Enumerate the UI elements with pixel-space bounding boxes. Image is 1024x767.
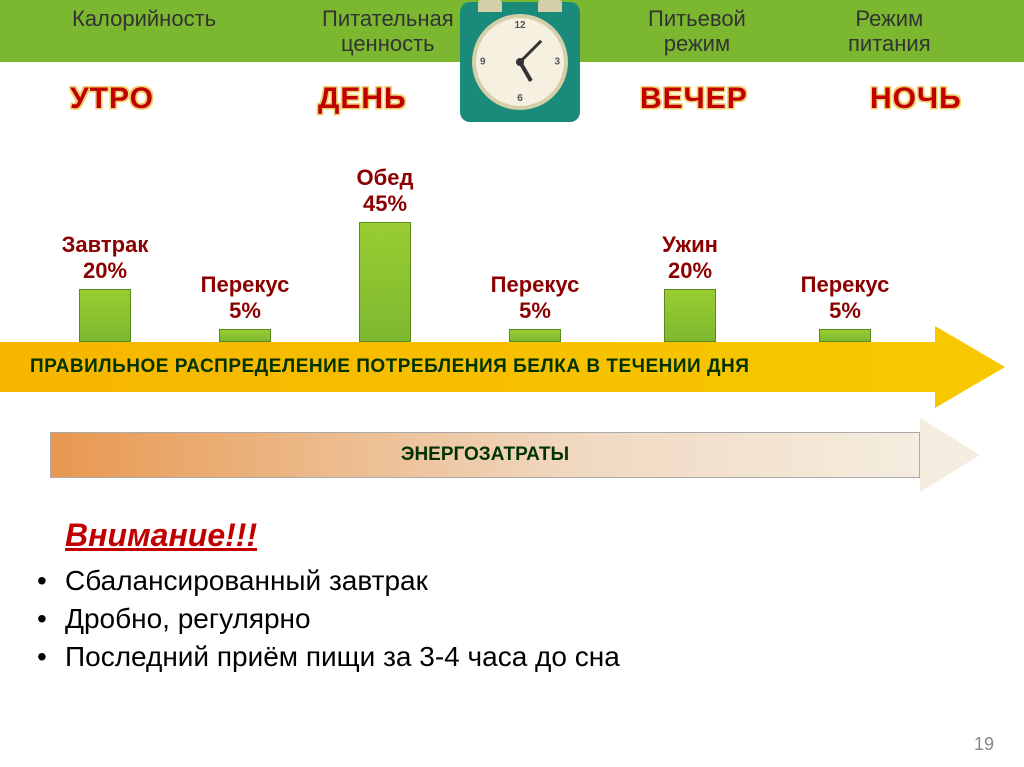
alarm-clock-icon: 12 6 9 3 xyxy=(460,2,580,122)
header-item: Режимпитания xyxy=(848,6,931,57)
header-item: Питательнаяценность xyxy=(322,6,454,57)
meal-label: Перекус5% xyxy=(480,272,590,323)
arrow1-text: ПРАВИЛЬНОЕ РАСПРЕДЕЛЕНИЕ ПОТРЕБЛЕНИЯ БЕЛ… xyxy=(30,356,749,378)
meal-label: Перекус5% xyxy=(790,272,900,323)
meal-bar-group: Перекус5% xyxy=(480,272,590,342)
meal-bar xyxy=(819,329,871,342)
meal-label: Обед45% xyxy=(330,165,440,216)
meal-label: Перекус5% xyxy=(190,272,300,323)
arrow2-text: ЭНЕРГОЗАТРАТЫ xyxy=(401,444,569,466)
time-period-label: ДЕНЬ xyxy=(318,82,407,116)
meal-bar-group: Ужин20% xyxy=(635,232,745,342)
meal-bar xyxy=(79,289,131,342)
header-item: Калорийность xyxy=(72,6,216,31)
bullet-item: Последний приём пищи за 3-4 часа до сна xyxy=(37,638,1024,676)
meal-bar xyxy=(359,222,411,342)
attention-block: Внимание!!! Сбалансированный завтракДроб… xyxy=(65,517,1024,675)
meal-bar xyxy=(509,329,561,342)
bullet-item: Дробно, регулярно xyxy=(37,600,1024,638)
meal-bar xyxy=(219,329,271,342)
energy-expenditure-arrow: ЭНЕРГОЗАТРАТЫ xyxy=(0,432,1024,482)
meal-bar-group: Обед45% xyxy=(330,165,440,342)
protein-distribution-arrow: ПРАВИЛЬНОЕ РАСПРЕДЕЛЕНИЕ ПОТРЕБЛЕНИЯ БЕЛ… xyxy=(0,342,1024,392)
meal-bar-group: Завтрак20% xyxy=(50,232,160,342)
meal-label: Ужин20% xyxy=(635,232,745,283)
meal-bar-group: Перекус5% xyxy=(790,272,900,342)
time-period-label: УТРО xyxy=(70,82,154,116)
meal-label: Завтрак20% xyxy=(50,232,160,283)
page-number: 19 xyxy=(974,734,994,755)
time-period-label: ВЕЧЕР xyxy=(640,82,748,116)
attention-title: Внимание!!! xyxy=(65,517,1024,554)
meal-bar xyxy=(664,289,716,342)
meal-bar-chart: Завтрак20% Перекус5% Обед45% Перекус5% Ужин2… xyxy=(30,142,990,342)
bullet-item: Сбалансированный завтрак xyxy=(37,562,1024,600)
header-item: Питьевойрежим xyxy=(648,6,746,57)
attention-bullets: Сбалансированный завтракДробно, регулярн… xyxy=(37,562,1024,675)
time-period-label: НОЧЬ xyxy=(870,82,962,116)
meal-bar-group: Перекус5% xyxy=(190,272,300,342)
